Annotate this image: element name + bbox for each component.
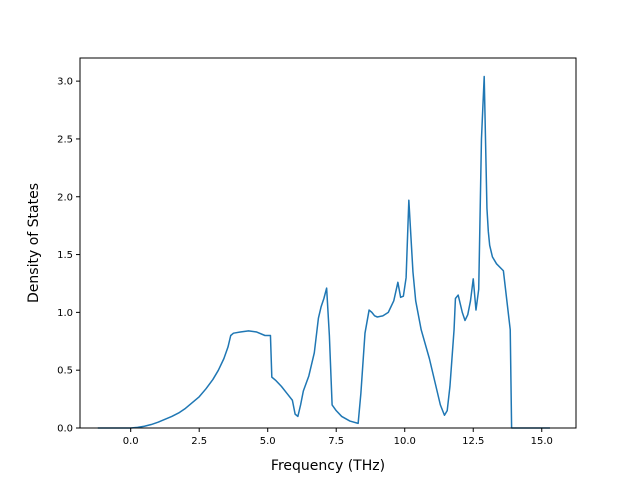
y-tick-label: 0.5 (57, 366, 73, 377)
x-tick-label: 2.5 (191, 436, 207, 447)
x-axis-label: Frequency (THz) (271, 458, 385, 474)
y-tick-label: 1.5 (57, 250, 73, 261)
y-tick-label: 1.0 (57, 308, 73, 319)
y-tick-label: 2.0 (57, 192, 73, 203)
y-tick-label: 2.5 (57, 134, 73, 145)
series-line-0 (97, 75, 550, 429)
x-tick-label: 15.0 (531, 436, 553, 447)
x-tick-label: 7.5 (328, 436, 344, 447)
y-tick-label: 0.0 (57, 424, 73, 435)
x-tick-label: 10.0 (394, 436, 416, 447)
x-axis-ticks: 0.0 2.5 5.0 7.5 10.0 12.5 15.0 (123, 428, 553, 447)
x-tick-label: 0.0 (123, 436, 139, 447)
plot-frame (79, 57, 577, 429)
y-tick-label: 3.0 (57, 77, 73, 88)
y-axis-ticks: 0.0 0.5 1.0 1.5 2.0 2.5 3.0 (57, 77, 80, 435)
x-tick-label: 12.5 (462, 436, 484, 447)
y-axis-label: Density of States (26, 183, 42, 303)
series-layer (97, 75, 550, 429)
x-tick-label: 5.0 (260, 436, 276, 447)
